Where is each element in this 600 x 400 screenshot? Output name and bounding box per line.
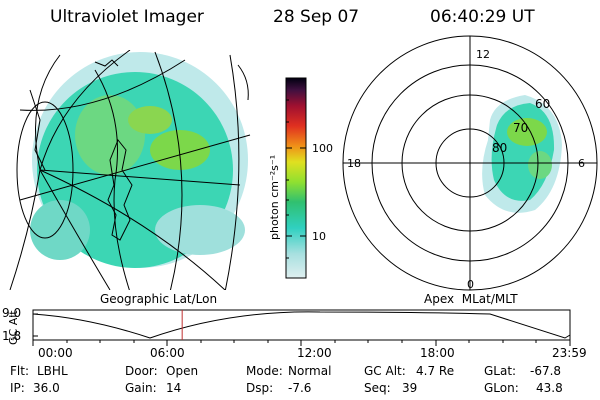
colorbar-unit-label: photon cm⁻²s⁻¹ <box>268 155 281 240</box>
time-label: 06:40:29 UT <box>430 7 535 27</box>
ip-label: IP: <box>10 381 25 395</box>
mode-label: Mode: <box>246 364 283 378</box>
mlt-label-12: 12 <box>476 48 490 61</box>
time-tick-0000: 00:00 <box>38 346 73 360</box>
mlt-label-6: 6 <box>578 157 585 170</box>
ip-value: 36.0 <box>33 381 60 395</box>
lat-label-80: 80 <box>492 141 507 155</box>
door-label: Door: <box>125 364 158 378</box>
time-tick-2359: 23:59 <box>552 346 587 360</box>
flt-value: LBHL <box>37 364 68 378</box>
time-tick-1800: 18:00 <box>420 346 455 360</box>
altitude-ylabel: GC Alt <box>7 310 20 345</box>
seq-label: Seq: <box>364 381 391 395</box>
altitude-plot <box>32 309 571 346</box>
alt-tick-low: 1.8 <box>2 329 22 343</box>
glat-value: -67.8 <box>530 364 562 378</box>
gcalt-value: 4.7 Re <box>416 364 455 378</box>
time-tick-1200: 12:00 <box>297 346 332 360</box>
date-label: 28 Sep 07 <box>273 7 360 27</box>
glon-value: 43.8 <box>536 381 563 395</box>
mlt-label-0: 0 <box>467 278 474 291</box>
glat-label: GLat: <box>484 364 517 378</box>
polar-plot <box>342 35 598 291</box>
time-tick-0600: 06:00 <box>150 346 185 360</box>
glon-label: GLon: <box>484 381 519 395</box>
app-title: Ultraviolet Imager <box>50 7 204 27</box>
dsp-value: -7.6 <box>288 381 312 395</box>
door-value: Open <box>166 364 199 378</box>
mlt-label-18: 18 <box>347 157 361 170</box>
lat-label-60: 60 <box>535 97 550 111</box>
geo-caption: Geographic Lat/Lon <box>100 292 218 306</box>
geographic-map <box>9 50 251 290</box>
colorbar-tick-100: 100 <box>312 142 333 155</box>
dsp-label: Dsp: <box>246 381 274 395</box>
lat-label-70: 70 <box>513 121 528 135</box>
seq-value: 39 <box>402 381 418 395</box>
alt-tick-high: 9.0 <box>2 306 22 320</box>
polar-caption: Apex MLat/MLT <box>424 292 518 306</box>
colorbar <box>285 77 307 279</box>
gain-label: Gain: <box>125 381 157 395</box>
flt-label: Flt: <box>10 364 29 378</box>
gain-value: 14 <box>166 381 182 395</box>
gcalt-label: GC Alt: <box>364 364 406 378</box>
colorbar-tick-10: 10 <box>312 230 326 243</box>
mode-value: Normal <box>288 364 332 378</box>
